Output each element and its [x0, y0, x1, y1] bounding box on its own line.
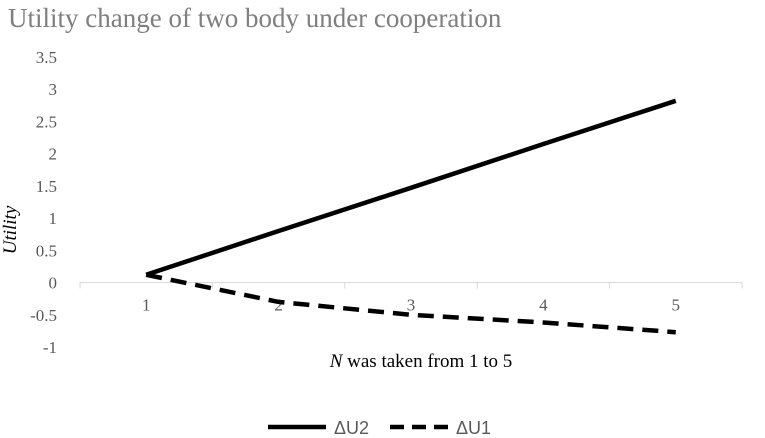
- x-tick-label: 5: [672, 296, 681, 315]
- x-axis-tick-labels: 1 2 3 4 5: [142, 296, 680, 315]
- y-tick-label: 3.5: [36, 48, 57, 67]
- y-tick-label: -0.5: [30, 306, 57, 325]
- legend-label-1: ΔU2: [334, 418, 369, 438]
- y-tick-label: 2.5: [36, 112, 57, 131]
- x-axis-label-variable: N: [329, 351, 344, 372]
- x-tick-label: 2: [274, 296, 283, 315]
- y-axis-tick-labels: 3.5 3 2.5 2 1.5 1 0.5 0 -0.5 -1: [30, 48, 57, 357]
- x-tick-label: 1: [142, 296, 151, 315]
- y-tick-label: -1: [43, 338, 57, 357]
- series-line-2: [145, 272, 676, 335]
- y-tick-label: 0.5: [36, 241, 57, 260]
- x-axis-label: N was taken from 1 to 5: [329, 351, 513, 372]
- x-tick-label: 3: [407, 296, 416, 315]
- y-tick-label: 1: [49, 209, 58, 228]
- legend: ΔU2 ΔU1: [268, 418, 491, 438]
- y-tick-label: 2: [49, 145, 58, 164]
- chart-title: Utility change of two body under coopera…: [8, 3, 502, 33]
- x-axis-tick-marks: [79, 282, 743, 289]
- y-tick-label: 1.5: [36, 177, 57, 196]
- series-lines: [145, 98, 677, 335]
- y-tick-label: 0: [49, 274, 58, 293]
- series-line-1: [145, 98, 677, 277]
- x-axis-label-text: was taken from 1 to 5: [342, 351, 512, 372]
- y-axis-label: Utility: [0, 205, 21, 254]
- y-tick-label: 3: [49, 80, 58, 99]
- x-tick-label: 4: [539, 296, 548, 315]
- legend-label-2: ΔU1: [456, 418, 491, 438]
